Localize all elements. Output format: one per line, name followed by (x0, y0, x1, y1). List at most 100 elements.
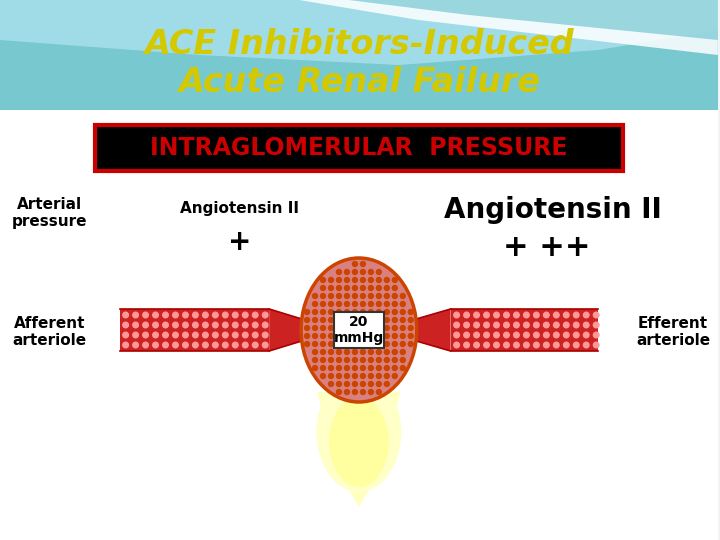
Circle shape (222, 322, 228, 328)
Circle shape (193, 322, 198, 328)
Circle shape (352, 349, 357, 354)
Circle shape (377, 381, 382, 387)
Circle shape (369, 389, 374, 395)
Circle shape (369, 269, 374, 274)
Circle shape (352, 389, 357, 395)
Circle shape (377, 389, 382, 395)
Text: Angiotensin II: Angiotensin II (180, 200, 299, 215)
Circle shape (336, 341, 341, 347)
Circle shape (352, 381, 357, 387)
Circle shape (173, 312, 179, 318)
Bar (0, 110, 718, 540)
Circle shape (504, 322, 509, 328)
Circle shape (243, 322, 248, 328)
Circle shape (153, 322, 158, 328)
Circle shape (312, 349, 318, 354)
Circle shape (484, 312, 490, 318)
Circle shape (320, 309, 325, 314)
Circle shape (361, 278, 365, 282)
Circle shape (212, 322, 218, 328)
Circle shape (484, 332, 490, 338)
Circle shape (320, 374, 325, 379)
Circle shape (305, 309, 310, 314)
Circle shape (573, 322, 579, 328)
Circle shape (534, 332, 539, 338)
Circle shape (564, 332, 569, 338)
Circle shape (564, 312, 569, 318)
Circle shape (173, 332, 179, 338)
Circle shape (233, 342, 238, 348)
Circle shape (193, 312, 198, 318)
Circle shape (183, 332, 188, 338)
Circle shape (369, 309, 374, 314)
Circle shape (361, 357, 365, 362)
Circle shape (377, 334, 382, 339)
Circle shape (369, 318, 374, 322)
Circle shape (344, 326, 349, 330)
Circle shape (143, 312, 148, 318)
Circle shape (352, 326, 357, 330)
Circle shape (523, 342, 529, 348)
Circle shape (384, 318, 390, 322)
Circle shape (312, 366, 318, 370)
Circle shape (554, 332, 559, 338)
Circle shape (564, 322, 569, 328)
Circle shape (392, 374, 397, 379)
Circle shape (392, 341, 397, 347)
Polygon shape (299, 0, 718, 55)
Circle shape (554, 342, 559, 348)
Circle shape (377, 366, 382, 370)
Circle shape (312, 334, 318, 339)
Circle shape (344, 374, 349, 379)
Polygon shape (317, 392, 401, 507)
Bar (0, 0, 718, 120)
Circle shape (336, 349, 341, 354)
Circle shape (544, 342, 549, 348)
Circle shape (143, 342, 148, 348)
Circle shape (494, 342, 499, 348)
Circle shape (361, 334, 365, 339)
Circle shape (408, 318, 413, 322)
Circle shape (202, 332, 208, 338)
Circle shape (400, 357, 405, 362)
Circle shape (513, 312, 519, 318)
Circle shape (336, 374, 341, 379)
Circle shape (212, 342, 218, 348)
Circle shape (408, 341, 413, 347)
Circle shape (336, 301, 341, 307)
Circle shape (344, 366, 349, 370)
Circle shape (344, 286, 349, 291)
Circle shape (352, 269, 357, 274)
Circle shape (328, 381, 333, 387)
Circle shape (328, 301, 333, 307)
Circle shape (583, 322, 589, 328)
Circle shape (392, 294, 397, 299)
Circle shape (408, 334, 413, 339)
Circle shape (384, 381, 390, 387)
Circle shape (344, 269, 349, 274)
Circle shape (253, 342, 258, 348)
Circle shape (305, 341, 310, 347)
Circle shape (464, 342, 469, 348)
Circle shape (384, 366, 390, 370)
Circle shape (344, 334, 349, 339)
Circle shape (320, 349, 325, 354)
Circle shape (312, 294, 318, 299)
Circle shape (328, 309, 333, 314)
Circle shape (352, 318, 357, 322)
Circle shape (305, 326, 310, 330)
Circle shape (305, 318, 310, 322)
Circle shape (312, 318, 318, 322)
Circle shape (233, 332, 238, 338)
Circle shape (384, 326, 390, 330)
Circle shape (369, 349, 374, 354)
Circle shape (484, 322, 490, 328)
Circle shape (328, 294, 333, 299)
Circle shape (392, 301, 397, 307)
Circle shape (392, 349, 397, 354)
Circle shape (320, 334, 325, 339)
Circle shape (369, 286, 374, 291)
Circle shape (408, 326, 413, 330)
Circle shape (361, 381, 365, 387)
Circle shape (377, 294, 382, 299)
